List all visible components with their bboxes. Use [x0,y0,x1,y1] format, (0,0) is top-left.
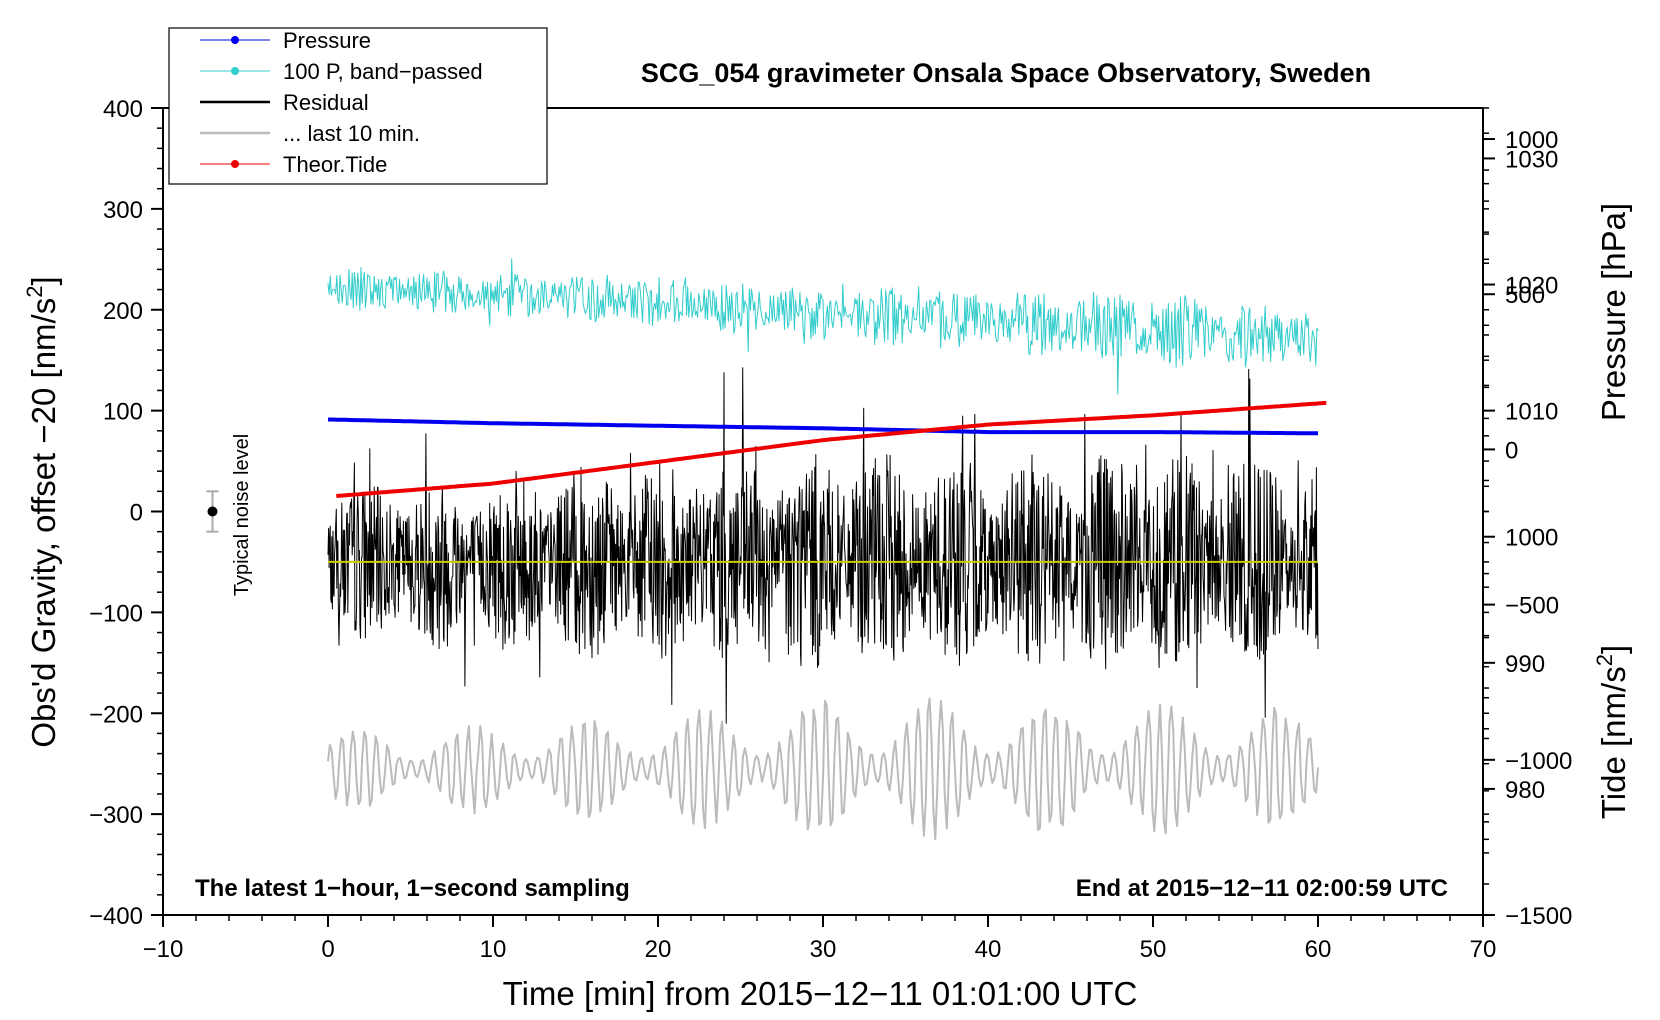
sampling-note: The latest 1−hour, 1−second sampling [195,875,630,902]
legend-label: Theor.Tide [283,152,387,177]
noise-level-label: Typical noise level [231,434,253,596]
pressure-tick-label: 1010 [1505,399,1558,426]
x-tick-label: 40 [975,936,1002,963]
tide-label-suffix: ] [1595,645,1632,654]
y-left-tick-label: 200 [103,298,143,325]
series-line-theor-tide [336,400,1327,498]
y-left-tick-label: 100 [103,399,143,426]
series-line-residual [327,367,1319,724]
axes-layer: −10 0 10 20 30 40 50 60 70−400−300−200−100010020… [89,96,1572,963]
noise-level-indicator [206,490,219,533]
y-left-tick-label: −200 [89,701,143,728]
legend: Pressure 100 P, band−passed Residual ... la… [168,27,548,185]
x-tick-label: 60 [1305,936,1332,963]
tide-label-main: Tide [nm/s [1595,666,1632,819]
end-time-note: End at 2015−12−11 02:00:59 UTC [1076,875,1448,902]
x-tick-label: 30 [810,936,837,963]
series-layer [327,258,1327,841]
y-left-tick-label: 400 [103,96,143,123]
y-left-tick-label: 0 [130,500,143,527]
legend-label: ... last 10 min. [283,121,420,146]
x-tick-label: 20 [645,936,672,963]
x-tick-label: 50 [1140,936,1167,963]
x-tick-label: 0 [321,936,334,963]
legend-label: Residual [283,90,369,115]
y-left-label-main: Obs'd Gravity, offset −20 [nm/s [25,298,62,748]
y-axis-left-label: Obs'd Gravity, offset −20 [nm/s2] [22,276,62,747]
series-line--last-10-min- [327,697,1319,841]
series-line-pressure [328,417,1318,436]
legend-marker [231,36,239,44]
pressure-tick-label: 1020 [1505,273,1558,300]
y-axis-pressure-label: Pressure [hPa] [1595,203,1632,421]
legend-label: 100 P, band−passed [283,59,483,84]
tide-tick-label: 1000 [1505,127,1558,154]
x-axis-label: Time [min] from 2015−12−11 01:01:00 UTC [503,975,1138,1012]
noise-center-point [207,506,218,517]
pressure-tick-label: 1000 [1505,525,1558,552]
pressure-tick-label: 980 [1505,777,1545,804]
y-left-tick-label: −100 [89,600,143,627]
tide-tick-label: −1500 [1505,903,1572,930]
tide-tick-label: 500 [1505,282,1545,309]
y-left-tick-label: −300 [89,802,143,829]
x-tick-label: −10 [143,936,184,963]
x-tick-label: 10 [480,936,507,963]
pressure-tick-label: 990 [1505,651,1545,678]
legend-marker [231,67,239,75]
legend-marker [231,160,239,168]
tide-tick-label: −1000 [1505,748,1572,775]
pressure-tick-label: 1030 [1505,146,1558,173]
tide-tick-label: −500 [1505,593,1559,620]
tide-tick-label: 0 [1505,437,1518,464]
tide-label-sup: 2 [1592,654,1617,666]
chart-title: SCG_054 gravimeter Onsala Space Observat… [641,58,1371,88]
y-left-tick-label: 300 [103,197,143,224]
series-line-100-p-band-passed [327,258,1319,395]
y-left-tick-label: −400 [89,903,143,930]
legend-box [168,27,548,185]
x-tick-label: 70 [1470,936,1497,963]
legend-label: Pressure [283,28,371,53]
y-left-label-suffix: ] [25,276,62,285]
y-left-label-sup: 2 [22,286,47,298]
y-axis-tide-label: Tide [nm/s2] [1592,645,1632,819]
